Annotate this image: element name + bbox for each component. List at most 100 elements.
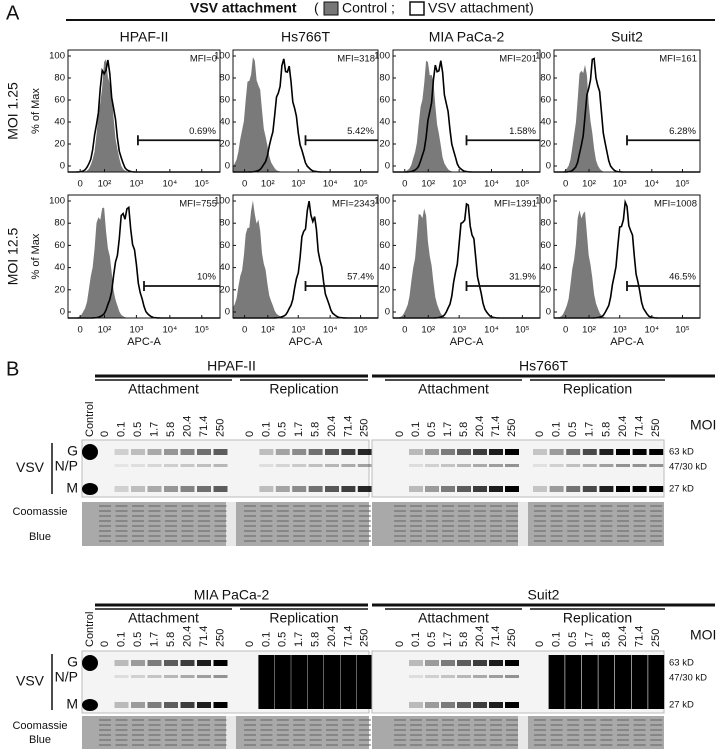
- lane-label: 0.5: [567, 632, 579, 647]
- y-tick-label: 0: [225, 307, 230, 318]
- x-tick-label: 10²: [421, 179, 435, 190]
- y-tick-label: 60: [540, 240, 551, 251]
- band-label: M: [66, 480, 78, 496]
- band: [164, 464, 178, 467]
- band: [649, 449, 664, 455]
- lane-label: 71.4: [198, 416, 210, 437]
- band: [616, 464, 630, 467]
- x-tick-label: 10⁴: [163, 179, 178, 190]
- size-marker: 63 kD: [669, 447, 694, 458]
- control-histogram: [233, 200, 378, 318]
- lane-label: 250: [506, 419, 518, 437]
- x-tick-label: 0: [563, 325, 568, 336]
- band-label: N/P: [55, 458, 78, 474]
- lane-label: 1.7: [148, 632, 160, 647]
- y-tick-label: 100: [535, 51, 551, 62]
- y-tick-label: 60: [540, 95, 551, 106]
- section-label: Replication: [563, 381, 632, 397]
- legend-swatch: [409, 1, 425, 16]
- band: [131, 486, 145, 492]
- y-tick-label: 100: [49, 51, 65, 62]
- protein-label: VSV: [16, 673, 45, 689]
- band: [180, 660, 195, 666]
- band: [473, 449, 487, 455]
- band: [581, 655, 598, 709]
- control-histogram: [554, 64, 700, 172]
- band: [82, 444, 98, 460]
- band: [82, 655, 98, 671]
- stain-label: Coomassie: [12, 506, 67, 518]
- band: [489, 702, 503, 708]
- band: [292, 449, 307, 455]
- x-tick-label: 10²: [421, 325, 435, 336]
- band: [356, 655, 373, 709]
- band: [325, 464, 339, 467]
- lane-label: 5.8: [600, 422, 612, 437]
- band: [505, 675, 519, 678]
- band: [341, 449, 356, 455]
- x-tick-label: 10⁵: [195, 325, 210, 336]
- lane-label: 0.5: [132, 632, 144, 647]
- section-label: Attachment: [128, 610, 199, 626]
- x-tick-label: 10³: [130, 325, 144, 336]
- band: [565, 655, 582, 709]
- band: [566, 464, 581, 467]
- lane-label: 71.4: [634, 626, 646, 647]
- band: [425, 486, 439, 492]
- band-label: M: [66, 696, 78, 712]
- band: [615, 655, 631, 709]
- lane-label: 5.8: [165, 632, 177, 647]
- y-tick-label: 60: [379, 240, 390, 251]
- y-tick-label: 40: [379, 262, 390, 273]
- y-tick-label: 80: [379, 218, 390, 229]
- band: [489, 486, 503, 492]
- control-histogram: [68, 207, 220, 318]
- y-tick-label: 100: [535, 196, 551, 207]
- column-header: Hs766T: [281, 29, 330, 45]
- band: [164, 675, 178, 678]
- mfi-label: MFI=201: [499, 54, 537, 65]
- band: [649, 464, 664, 467]
- band: [180, 449, 195, 455]
- x-axis-label: APC-A: [450, 336, 484, 348]
- band: [197, 660, 211, 666]
- lane-label: 20.4: [617, 626, 629, 647]
- band: [357, 449, 372, 455]
- band: [549, 464, 564, 467]
- x-tick-label: 10³: [291, 179, 305, 190]
- band: [197, 675, 211, 678]
- x-tick-label: 0: [402, 325, 407, 336]
- column-header: MIA PaCa-2: [429, 29, 505, 45]
- band: [533, 486, 547, 492]
- x-tick-label: 10²: [582, 179, 596, 190]
- band: [147, 660, 162, 666]
- y-tick-label: 20: [54, 139, 65, 150]
- band: [114, 660, 129, 666]
- band: [648, 655, 665, 709]
- size-marker: 47/30 kD: [669, 673, 707, 684]
- band: [131, 675, 145, 678]
- band: [341, 486, 356, 492]
- lane-label: 250: [359, 629, 371, 647]
- band: [457, 486, 471, 492]
- lane-label: 250: [650, 629, 662, 647]
- legend-swatch: [323, 1, 339, 16]
- lane-label: 0.1: [551, 632, 563, 647]
- lane-label: 5.8: [165, 422, 177, 437]
- band: [598, 655, 615, 709]
- band: [197, 702, 211, 708]
- band: [114, 486, 129, 492]
- band: [357, 486, 372, 492]
- lane-label: 71.4: [342, 626, 354, 647]
- x-tick-label: 10⁵: [195, 179, 210, 190]
- band: [533, 449, 547, 455]
- band: [197, 449, 211, 455]
- lane-label: 0.1: [551, 422, 563, 437]
- band: [457, 675, 471, 678]
- lane-label: 0: [394, 641, 406, 647]
- y-tick-label: 100: [214, 196, 230, 207]
- band: [341, 464, 356, 467]
- band: [213, 464, 228, 467]
- band: [441, 660, 455, 666]
